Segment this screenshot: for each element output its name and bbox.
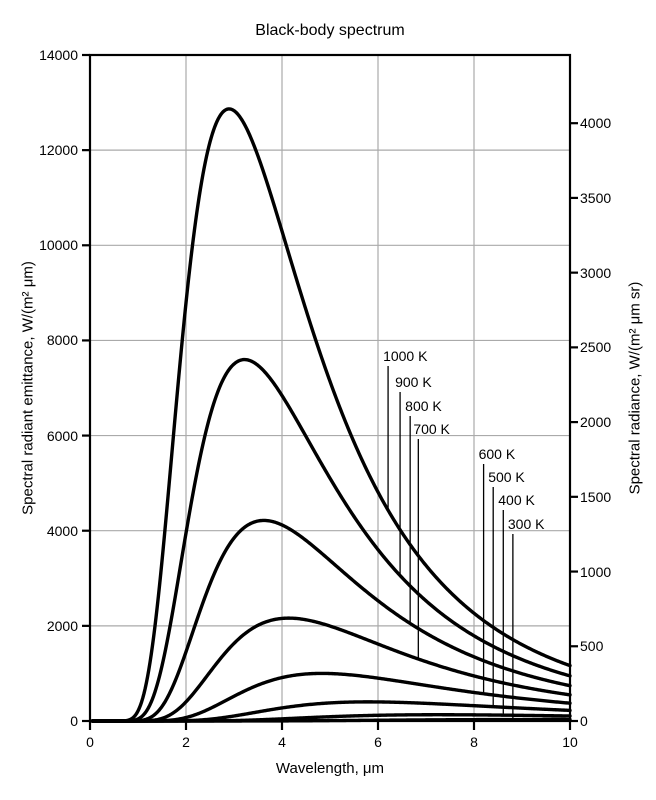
x-tick-label: 6 [374,734,382,750]
temperature-label: 800 K [405,398,442,414]
y-left-tick-label: 12000 [39,142,78,159]
y-right-tick-label: 500 [580,638,604,655]
temperature-label: 700 K [413,421,450,437]
temperature-label: 300 K [507,516,545,532]
y-right-tick-label: 1500 [580,488,612,505]
y-left-tick-label: 2000 [46,617,78,634]
temperature-label: 600 K [478,446,516,462]
y-right-tick-label: 1000 [580,563,612,580]
y-left-tick-label: 4000 [46,522,78,539]
temperature-label: 900 K [395,374,432,390]
x-tick-label: 8 [470,734,478,750]
y-left-tick-label: 8000 [46,332,78,349]
y-right-tick-label: 3500 [580,189,612,206]
temperature-label: 1000 K [383,348,428,364]
x-tick-label: 4 [278,734,286,750]
y-right-tick-label: 4000 [580,115,612,132]
y-right-tick-label: 0 [580,713,588,729]
y-right-tick-label: 2000 [580,414,612,431]
x-tick-label: 0 [86,734,94,750]
y-left-tick-label: 6000 [46,427,78,444]
y-left-tick-label: 0 [70,713,78,729]
y-left-tick-label: 10000 [39,237,78,254]
temperature-label: 400 K [498,492,535,508]
temperature-label: 500 K [488,469,525,485]
y-left-tick-label: 14000 [39,47,78,63]
chart-title: Black-body spectrum [255,22,405,39]
y-right-tick-label: 3000 [580,264,612,281]
x-tick-label: 2 [182,734,190,750]
x-axis-label: Wavelength, μm [275,760,385,777]
y-right-tick-label: 2500 [580,339,612,356]
x-tick-label: 10 [562,734,578,750]
